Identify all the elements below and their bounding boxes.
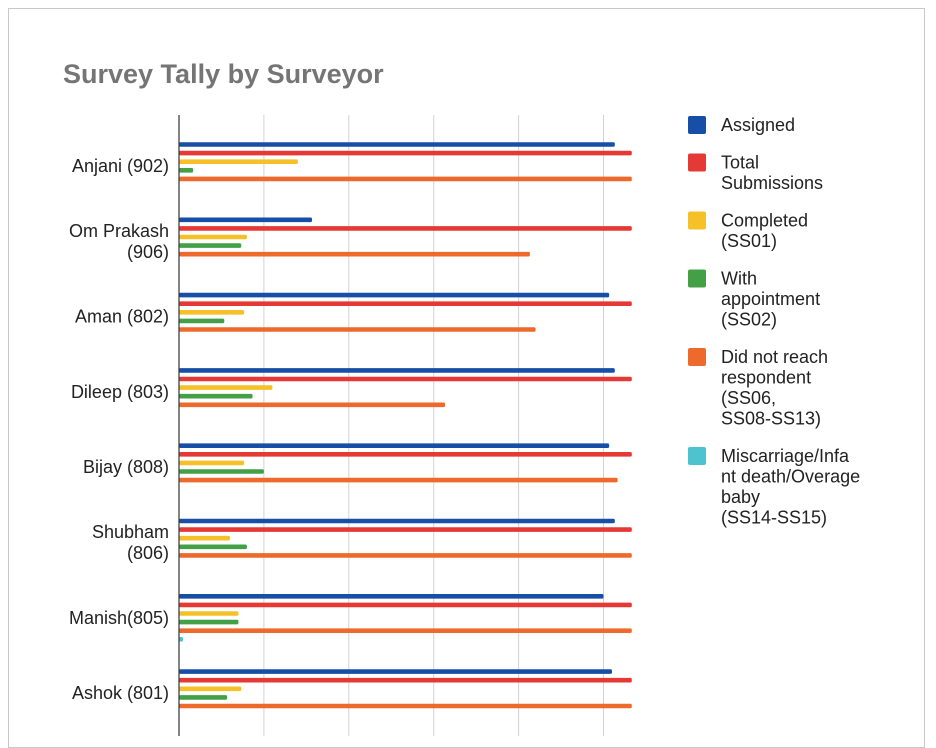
- bar: [179, 460, 245, 466]
- legend-label: Submissions: [721, 173, 823, 193]
- bar: [179, 150, 632, 156]
- bar: [179, 669, 612, 674]
- category-label: Dileep (803): [71, 382, 169, 402]
- bar: [179, 677, 632, 683]
- bar: [179, 535, 230, 541]
- bar: [179, 518, 615, 524]
- bar: [179, 251, 530, 257]
- category-label: Om Prakash: [69, 221, 169, 241]
- bar: [179, 637, 183, 642]
- bar: [179, 226, 632, 231]
- bar: [179, 327, 536, 332]
- bar: [179, 443, 610, 448]
- category-label: (906): [127, 242, 169, 262]
- bar: [179, 168, 194, 173]
- bar: [179, 703, 632, 709]
- bar: [179, 477, 618, 483]
- bar: [179, 544, 247, 550]
- legend-swatch: [688, 211, 706, 230]
- legend-item: Assigned: [688, 115, 795, 135]
- legend-label: nt death/Overage: [721, 467, 860, 487]
- category-label: Manish(805): [69, 608, 169, 628]
- category-label: Bijay (808): [83, 457, 169, 477]
- bar: [179, 686, 242, 692]
- bar: [179, 553, 632, 558]
- legend-item: Completed(SS01): [688, 211, 808, 251]
- bar: [179, 243, 242, 248]
- category-label: Aman (802): [75, 307, 169, 327]
- bar: [179, 292, 610, 298]
- bar: [179, 310, 245, 315]
- legend-label: Total: [721, 153, 759, 173]
- bar: [179, 318, 225, 324]
- bar: [179, 393, 253, 399]
- legend-label: respondent: [721, 368, 811, 388]
- bar: [179, 527, 632, 532]
- bar: [179, 385, 273, 390]
- legend-label: Miscarriage/Infa: [721, 446, 850, 466]
- chart-title: Survey Tally by Surveyor: [63, 59, 384, 89]
- bar: [179, 368, 615, 373]
- bar: [179, 159, 298, 164]
- legend-label: (SS01): [721, 231, 777, 251]
- bar: [179, 234, 247, 240]
- legend-swatch: [688, 153, 706, 172]
- bar: [179, 611, 239, 616]
- legend-label: (SS02): [721, 310, 777, 330]
- legend-swatch: [688, 269, 706, 288]
- bar: [179, 695, 228, 700]
- category-label: Ashok (801): [72, 683, 169, 703]
- bar: [179, 469, 264, 474]
- bar: [179, 628, 632, 633]
- legend-label: baby: [721, 487, 760, 507]
- legend-swatch: [688, 116, 706, 134]
- legend-label: Assigned: [721, 115, 795, 135]
- bar: [179, 594, 604, 599]
- bar: [179, 402, 446, 408]
- bar: [179, 619, 239, 625]
- legend-label: SS08-SS13): [721, 409, 821, 429]
- bar: [179, 602, 632, 608]
- category-label: (806): [127, 543, 169, 563]
- category-label: Shubham: [92, 522, 169, 542]
- legend-swatch: [688, 348, 706, 366]
- legend-label: appointment: [721, 289, 820, 309]
- bar: [179, 217, 313, 223]
- legend-label: (SS14-SS15): [721, 508, 827, 528]
- bar: [179, 301, 632, 306]
- legend-label: Completed: [721, 211, 808, 231]
- legend-label: Did not reach: [721, 347, 828, 367]
- legend-label: (SS06,: [721, 388, 776, 408]
- bar: [179, 376, 632, 382]
- bar: [179, 452, 632, 457]
- legend-label: With: [721, 269, 757, 289]
- bar: [179, 176, 632, 182]
- category-label: Anjani (902): [72, 156, 169, 176]
- bar: [179, 142, 615, 147]
- legend-swatch: [688, 447, 706, 465]
